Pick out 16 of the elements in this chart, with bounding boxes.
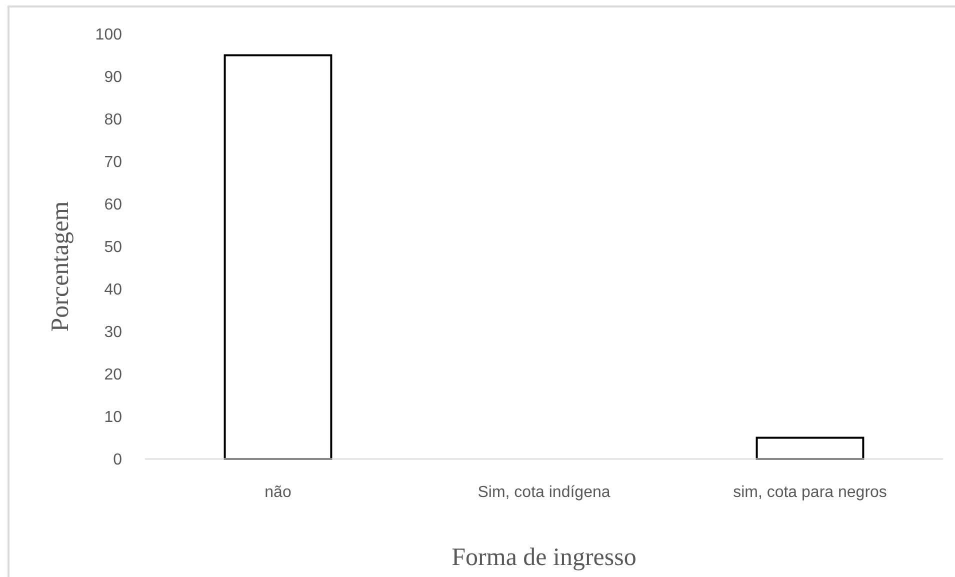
y-tick-label: 10	[104, 409, 122, 426]
y-tick-label: 80	[104, 112, 122, 129]
y-tick-label: 30	[104, 324, 122, 342]
y-tick-label: 50	[104, 239, 122, 256]
x-axis-title: Forma de ingresso	[452, 544, 636, 571]
x-tick-label: não	[264, 484, 292, 501]
y-tick-label: 40	[104, 282, 122, 299]
x-tick-label: sim, cota para negros	[733, 484, 887, 501]
y-tick-label: 60	[104, 196, 122, 214]
y-axis-title: Porcentagem	[47, 200, 74, 332]
y-tick-label: 90	[104, 69, 122, 86]
y-tick-label: 20	[104, 366, 122, 384]
y-tick-label: 100	[95, 26, 122, 44]
x-tick-label: Sim, cota indígena	[478, 484, 610, 501]
y-tick-label: 0	[113, 452, 122, 469]
y-tick-label: 70	[104, 154, 122, 172]
